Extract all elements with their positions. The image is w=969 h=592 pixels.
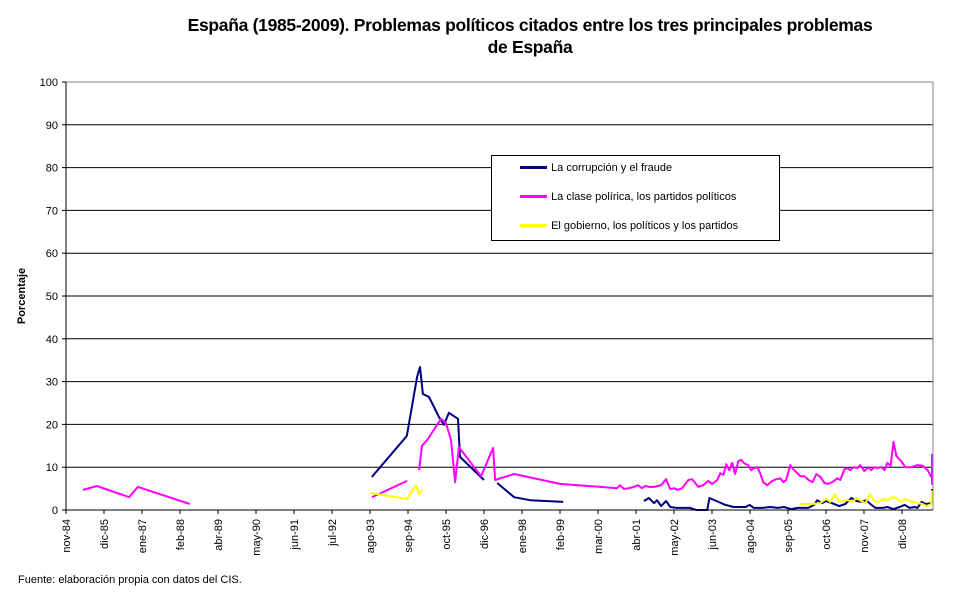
y-tick-label: 70 [46,205,58,217]
legend-swatch-gobierno [520,223,547,227]
x-tick-label: ene-98 [517,519,529,553]
y-tick-label: 20 [46,419,58,431]
x-tick-label: mar-00 [593,519,605,554]
x-tick-label: jun-91 [289,519,301,551]
series-line [82,485,191,505]
series-line [371,366,485,481]
series-line [496,482,564,503]
x-axis-ticks: nov-84 dic-85 ene-87 feb-88 abr-89 may-90 jun-… [61,510,909,556]
legend-item-corrupcion: La corrupción y el fraude [520,162,672,174]
y-tick-label: 60 [46,248,58,260]
series-line [643,489,933,511]
y-tick-label: 50 [46,291,58,303]
y-tick-label: 90 [46,120,58,132]
y-tick-label: 30 [46,377,58,389]
y-tick-label: 40 [46,334,58,346]
legend-label-corrupcion: La corrupción y el fraude [551,162,673,174]
series-2 [369,484,933,508]
chart-title-line-2: de España [487,37,573,57]
x-tick-label: sep-94 [403,519,415,553]
x-tick-label: jul-92 [327,519,339,547]
y-axis-ticks: 0 10 20 30 40 50 60 70 80 90 100 [40,77,66,517]
chart-title: España (1985-2009). Problemas políticos … [140,14,920,58]
series-lines [82,366,933,511]
source-note: Fuente: elaboración propia con datos del… [18,574,242,586]
x-tick-label: feb-99 [555,519,567,550]
legend-label-clase-politica: La clase polírica, los partidos político… [551,191,737,203]
x-tick-label: feb-88 [175,519,187,550]
x-tick-label: sep-05 [783,519,795,553]
x-tick-label: may-02 [669,519,681,556]
x-tick-label: dic-96 [479,519,491,549]
x-tick-label: oct-06 [821,519,833,550]
y-axis-label: Porcentaje [16,268,28,324]
x-tick-label: abr-89 [213,519,225,551]
y-tick-label: 100 [40,77,58,89]
series-line [369,484,423,500]
x-tick-label: ago-04 [745,519,757,553]
y-tick-label: 10 [46,462,58,474]
legend-swatch-clase-politica [520,194,547,198]
y-tick-label: 80 [46,163,58,175]
gridlines [66,81,933,468]
legend-label-gobierno: El gobierno, los políticos y los partido… [551,220,739,232]
series-0 [371,366,933,511]
x-tick-label: ago-93 [365,519,377,553]
x-tick-label: nov-84 [61,519,73,553]
series-line [799,490,933,508]
legend-item-clase-politica: La clase polírica, los partidos político… [520,191,736,203]
y-tick-label: 0 [52,505,58,517]
x-tick-label: oct-95 [441,519,453,550]
legend-swatch-corrupcion [520,165,547,169]
legend: La corrupción y el fraude La clase polír… [491,155,780,241]
series-line [418,417,933,491]
legend-item-gobierno: El gobierno, los políticos y los partido… [520,220,738,232]
x-tick-label: dic-08 [897,519,909,549]
x-tick-label: may-90 [251,519,263,556]
x-tick-label: dic-85 [99,519,111,549]
x-tick-label: jun-03 [707,519,719,551]
x-tick-label: nov-07 [859,519,871,553]
chart-title-line-1: España (1985-2009). Problemas políticos … [187,15,873,35]
x-tick-label: abr-01 [631,519,643,551]
x-tick-label: ene-87 [137,519,149,553]
